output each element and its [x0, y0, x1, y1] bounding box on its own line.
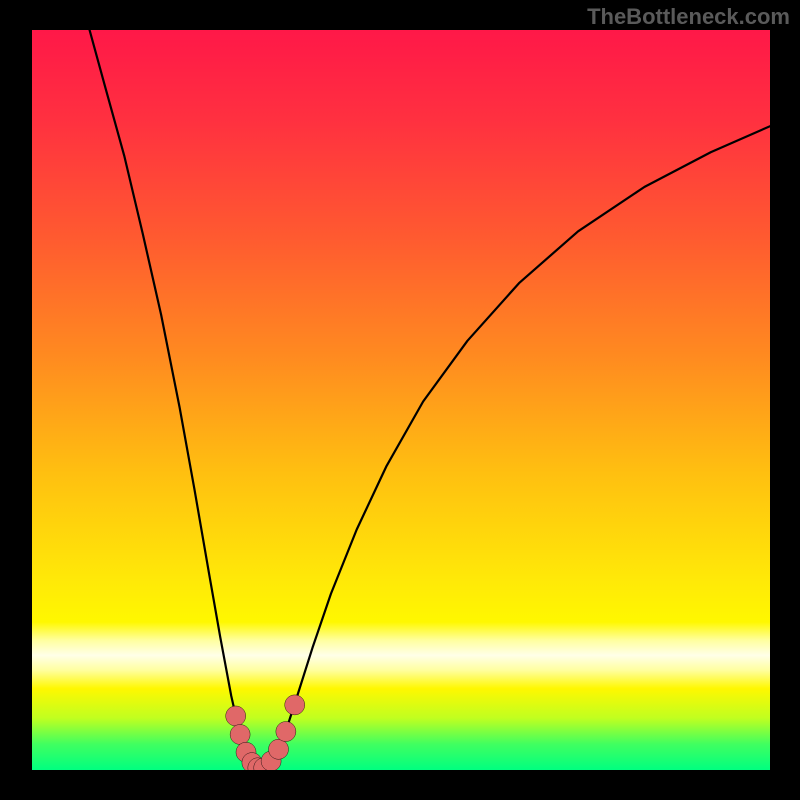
chart-root: TheBottleneck.com [0, 0, 800, 800]
watermark-text: TheBottleneck.com [587, 4, 790, 30]
data-marker [276, 722, 296, 742]
data-marker [268, 739, 288, 759]
data-marker [285, 695, 305, 715]
plot-svg [32, 30, 770, 770]
data-marker [226, 706, 246, 726]
plot-area [32, 30, 770, 770]
gradient-background [32, 30, 770, 770]
data-marker [230, 724, 250, 744]
